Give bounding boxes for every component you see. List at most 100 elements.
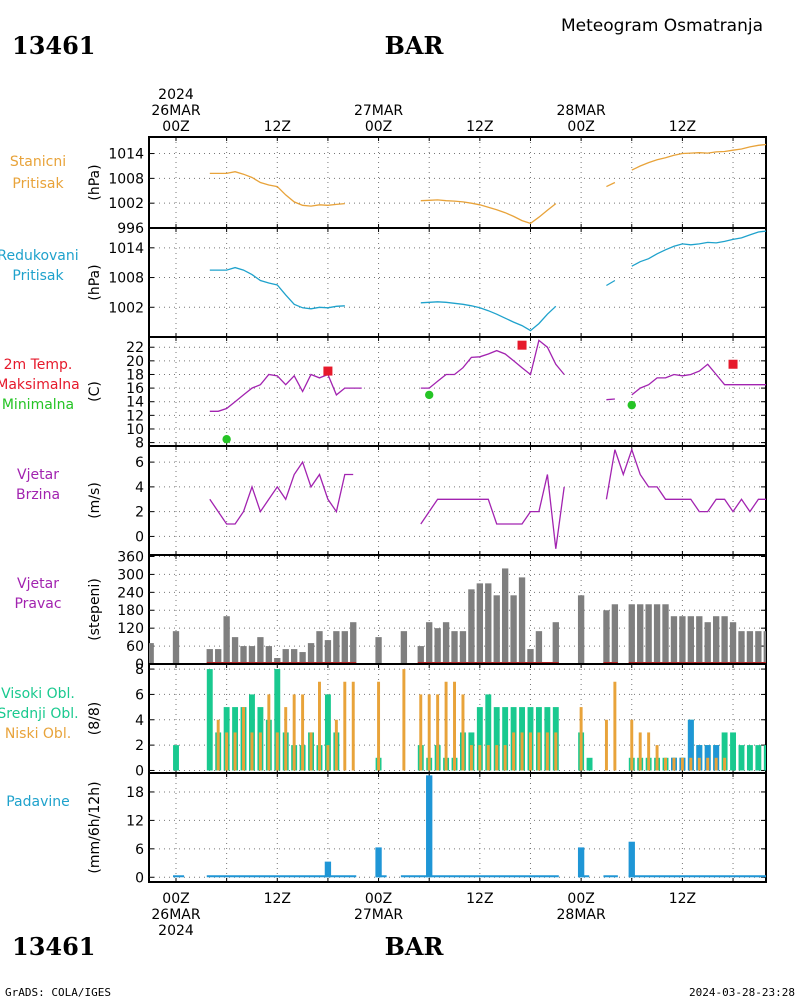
bar-mark — [518, 577, 526, 664]
panel-label: Pritisak — [12, 268, 64, 284]
bar-mark — [704, 745, 711, 771]
bottom-time-label: 00Z — [162, 891, 189, 907]
min-temp-marker — [627, 400, 636, 410]
panel-label: Pritisak — [12, 176, 64, 192]
y-tick-label: 240 — [117, 585, 144, 601]
min-temp-marker — [425, 390, 434, 400]
y-tick-label: 180 — [117, 603, 144, 619]
panel-padavine: 0 6 12 18 (mm/6h/12h) Padavine — [6, 772, 767, 886]
bar-mark — [510, 595, 517, 664]
y-tick-label: 4 — [135, 480, 144, 496]
bottom-time-label: 12Z — [264, 891, 291, 907]
series-line — [420, 199, 557, 225]
bar-mark — [444, 681, 448, 771]
bar-mark — [258, 732, 262, 771]
panel-vjetar_pravac: 0 60 120 180 240 300 360 (stepeni) Vjetar Pravac — [14, 549, 767, 673]
top-time-label: 00Z — [162, 119, 189, 135]
y-tick-label: 4 — [135, 713, 144, 729]
bar-mark — [545, 732, 549, 771]
max-temp-marker — [517, 340, 527, 350]
panel-frame — [148, 772, 767, 883]
location-bottom: BAR — [385, 932, 445, 961]
bar-mark — [535, 631, 543, 664]
bar-mark — [493, 707, 500, 771]
panel-label: Maksimalna — [0, 377, 80, 393]
panel-label: Minimalna — [2, 397, 74, 413]
footer-credit: GrADS: COLA/IGES — [5, 986, 111, 999]
bar-mark — [216, 719, 220, 771]
y-tick-label: 1002 — [108, 196, 144, 212]
bar-mark — [442, 622, 450, 664]
bar-mark — [334, 719, 338, 771]
bar-mark — [687, 616, 695, 664]
bar-mark — [375, 847, 382, 878]
y-tick-label: 996 — [117, 221, 144, 237]
series-line — [631, 143, 766, 171]
bar-mark — [520, 732, 524, 771]
bar-mark — [495, 745, 499, 771]
bar-mark — [324, 694, 331, 771]
chart-panels: 996100210081014(hPa)StanicniPritisak1002… — [0, 136, 767, 886]
y-unit-label: (8/8) — [87, 702, 103, 735]
bar-mark — [486, 745, 490, 771]
plot-area — [209, 143, 766, 225]
panel-frame — [148, 445, 767, 556]
bar-mark — [696, 616, 703, 664]
bar-mark — [461, 694, 465, 771]
bar-mark — [426, 775, 433, 878]
y-unit-label: (stepeni) — [87, 578, 103, 641]
bar-mark — [712, 616, 720, 664]
bar-mark — [755, 745, 762, 771]
bar-mark — [292, 694, 296, 771]
bar-mark — [206, 649, 213, 664]
bar-mark — [738, 631, 745, 664]
bar-mark — [604, 719, 608, 771]
y-tick-label: 0 — [135, 529, 144, 545]
plot-area — [209, 230, 766, 332]
panel-label: Stanicni — [10, 154, 66, 170]
y-tick-label: 1008 — [108, 271, 144, 287]
location-top: BAR — [385, 31, 445, 60]
top-time-label: 2024 — [158, 87, 194, 103]
bar-mark — [324, 640, 332, 664]
bar-mark — [223, 616, 230, 664]
bottom-time-label: 00Z — [365, 891, 392, 907]
plot-area — [173, 669, 766, 771]
bar-mark — [351, 681, 355, 771]
bar-mark — [501, 568, 509, 664]
bar-mark — [233, 732, 237, 771]
bar-mark — [225, 732, 229, 771]
plot-area — [209, 339, 766, 444]
bar-mark — [611, 604, 619, 664]
bar-mark — [274, 658, 281, 664]
bar-mark — [426, 622, 433, 664]
top-time-label: 12Z — [264, 119, 291, 135]
bar-mark — [723, 757, 727, 771]
bar-mark — [746, 745, 753, 771]
bar-mark — [427, 694, 431, 771]
bar-mark — [579, 707, 583, 771]
y-tick-label: 1014 — [108, 241, 144, 257]
bar-mark — [290, 649, 298, 664]
y-unit-label: (mm/6h/12h) — [87, 781, 103, 873]
bar-mark — [637, 604, 644, 664]
series-line — [605, 447, 766, 513]
bar-mark — [274, 669, 281, 771]
bar-mark — [502, 707, 509, 771]
series-line — [631, 363, 766, 396]
bar-mark — [434, 628, 441, 664]
bar-mark — [537, 732, 541, 771]
panel-label: Srednji Obl. — [0, 706, 79, 722]
y-tick-label: 6 — [135, 842, 144, 858]
y-tick-label: 120 — [117, 621, 144, 637]
bar-mark — [377, 681, 381, 771]
bar-mark — [172, 631, 180, 664]
bar-mark — [738, 745, 745, 771]
bar-mark — [318, 681, 321, 771]
bottom-time-label: 2024 — [158, 923, 194, 939]
top-time-label: 12Z — [466, 119, 493, 135]
bar-mark — [307, 643, 315, 664]
bar-mark — [453, 681, 456, 771]
